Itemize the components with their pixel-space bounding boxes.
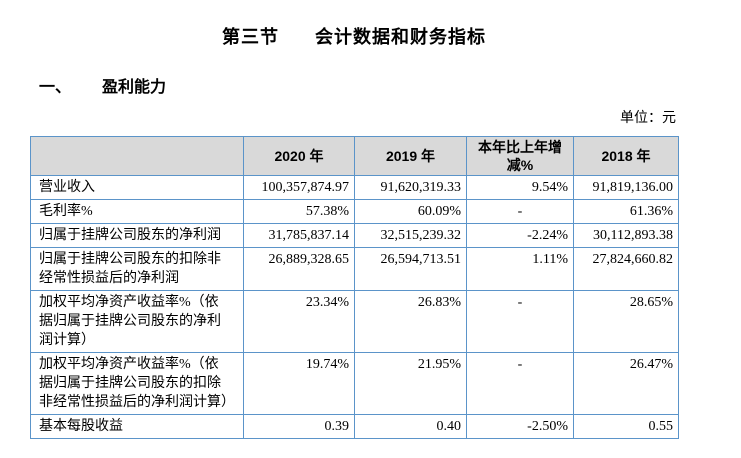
column-header-yoy-change: 本年比上年增减% xyxy=(466,136,574,176)
cell-value: 61.36% xyxy=(573,199,679,224)
cell-value: - xyxy=(466,199,574,224)
cell-value: 21.95% xyxy=(354,352,467,415)
cell-value: 100,357,874.97 xyxy=(243,175,355,200)
cell-value: 1.11% xyxy=(466,247,574,291)
table-row: 加权平均净资产收益率%（依据归属于挂牌公司股东的扣除非经常性损益后的净利润计算）… xyxy=(30,352,679,415)
cell-value: 91,620,319.33 xyxy=(354,175,467,200)
cell-value: 57.38% xyxy=(243,199,355,224)
cell-value: 26.83% xyxy=(354,290,467,353)
row-label: 营业收入 xyxy=(30,175,244,200)
cell-value: 32,515,239.32 xyxy=(354,223,467,248)
cell-value: 31,785,837.14 xyxy=(243,223,355,248)
cell-value: 0.40 xyxy=(354,414,467,439)
cell-value: 28.65% xyxy=(573,290,679,353)
row-label: 加权平均净资产收益率%（依据归属于挂牌公司股东的净利润计算） xyxy=(30,290,244,353)
cell-value: 26.47% xyxy=(573,352,679,415)
cell-value: -2.24% xyxy=(466,223,574,248)
table-row: 加权平均净资产收益率%（依据归属于挂牌公司股东的净利润计算） 23.34% 26.8… xyxy=(30,290,679,353)
cell-value: 26,594,713.51 xyxy=(354,247,467,291)
cell-value: 26,889,328.65 xyxy=(243,247,355,291)
unit-label: 单位：元 xyxy=(620,111,676,126)
cell-value: 23.34% xyxy=(243,290,355,353)
subsection-heading: 一、 盈利能力 xyxy=(30,78,678,97)
document-body: 第三节 会计数据和财务指标 一、 盈利能力 单位：元 2020 年 2019 年 本… xyxy=(30,27,679,439)
section-title: 会计数据和财务指标 xyxy=(315,27,486,47)
cell-value: 19.74% xyxy=(243,352,355,415)
cell-value: 60.09% xyxy=(354,199,467,224)
column-header-2018: 2018 年 xyxy=(573,136,679,176)
row-label: 归属于挂牌公司股东的净利润 xyxy=(30,223,244,248)
cell-value: - xyxy=(466,290,574,353)
cell-value: - xyxy=(466,352,574,415)
row-label: 毛利率% xyxy=(30,199,244,224)
column-header-2019: 2019 年 xyxy=(354,136,467,176)
table-header-row: 2020 年 2019 年 本年比上年增减% 2018 年 xyxy=(30,136,679,176)
table-row: 营业收入 100,357,874.97 91,620,319.33 9.54% 91,8… xyxy=(30,175,679,200)
table-row: 归属于挂牌公司股东的净利润 31,785,837.14 32,515,239.32-… xyxy=(30,223,679,248)
table-row: 归属于挂牌公司股东的扣除非经常性损益后的净利润 26,889,328.65 26,5… xyxy=(30,247,679,291)
section-number: 第三节 xyxy=(222,27,279,47)
cell-value: -2.50% xyxy=(466,414,574,439)
cell-value: 0.39 xyxy=(243,414,355,439)
financial-table: 2020 年 2019 年 本年比上年增减% 2018 年 营业收入 100,35… xyxy=(30,136,679,439)
row-label: 基本每股收益 xyxy=(30,414,244,439)
row-label: 加权平均净资产收益率%（依据归属于挂牌公司股东的扣除非经常性损益后的净利润计算） xyxy=(30,352,244,415)
cell-value: 30,112,893.38 xyxy=(573,223,679,248)
cell-value: 0.55 xyxy=(573,414,679,439)
page-title: 第三节 会计数据和财务指标 xyxy=(30,27,678,48)
subsection-number: 一、 xyxy=(39,79,72,96)
table-row: 基本每股收益 0.39 0.40 -2.50% 0.55 xyxy=(30,414,679,439)
cell-value: 27,824,660.82 xyxy=(573,247,679,291)
table-body: 营业收入 100,357,874.97 91,620,319.33 9.54% 91,8… xyxy=(30,175,679,439)
subsection-title: 盈利能力 xyxy=(102,79,167,96)
cell-value: 91,819,136.00 xyxy=(573,175,679,200)
cell-value: 9.54% xyxy=(466,175,574,200)
column-header-2020: 2020 年 xyxy=(243,136,355,176)
row-label: 归属于挂牌公司股东的扣除非经常性损益后的净利润 xyxy=(30,247,244,291)
column-header-indicator xyxy=(30,136,244,176)
table-row: 毛利率% 57.38% 60.09% -61.36% xyxy=(30,199,679,224)
